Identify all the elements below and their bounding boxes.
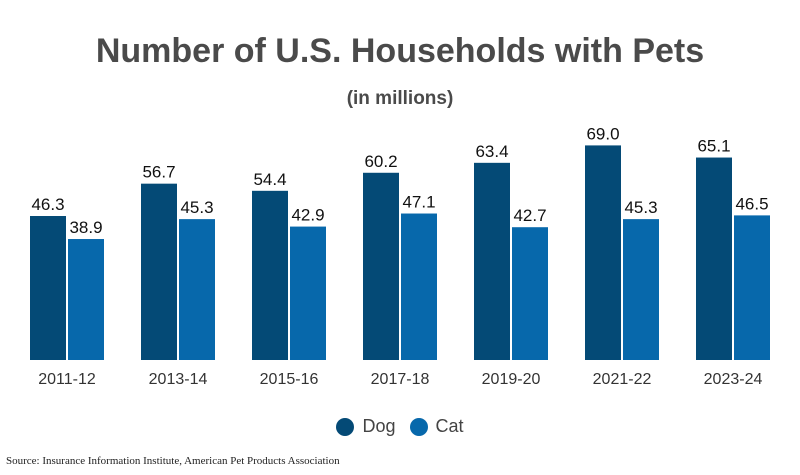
bar-cat [401, 213, 437, 360]
legend-swatch-cat [409, 417, 428, 436]
x-tick-label: 2015-16 [260, 371, 319, 388]
bar-dog [141, 183, 177, 360]
x-tick-label: 2019-20 [482, 371, 541, 388]
data-label: 42.7 [513, 206, 546, 225]
bar-dog [363, 172, 399, 360]
bar-cat [734, 215, 770, 360]
data-label: 54.4 [253, 170, 286, 189]
chart-subtitle: (in millions) [346, 88, 454, 109]
bar-dog [474, 162, 510, 360]
bar-dog [585, 145, 621, 360]
x-tick-label: 2021-22 [593, 371, 652, 388]
bar-dog [30, 216, 66, 360]
bar-cat [290, 226, 326, 360]
data-label: 56.7 [142, 163, 175, 182]
bar-cat [179, 219, 215, 360]
legend-label-cat: Cat [435, 416, 464, 436]
bar-dog [252, 190, 288, 360]
data-label: 47.1 [402, 193, 435, 212]
chart-title: Number of U.S. Households with Pets [95, 32, 705, 70]
data-label: 46.5 [735, 194, 768, 213]
legend-item-dog[interactable]: Dog [336, 416, 396, 437]
bar-cat [512, 227, 548, 360]
data-label: 45.3 [180, 198, 213, 217]
data-label: 60.2 [364, 152, 397, 171]
legend-label-dog: Dog [362, 416, 396, 436]
data-label: 38.9 [69, 218, 102, 237]
x-tick-label: 2013-14 [149, 371, 208, 388]
data-label: 45.3 [624, 198, 657, 217]
bar-cat [68, 239, 104, 360]
bar-chart: 46.3 38.9 2011-12 56.7 45.3 2013-14 54.4 42.9 20… [30, 124, 770, 388]
source-note: Source: Insurance Information Institute,… [6, 455, 340, 467]
legend-item-cat[interactable]: Cat [409, 416, 464, 437]
legend-swatch-dog [336, 417, 355, 436]
x-tick-label: 2011-12 [38, 371, 96, 388]
data-label: 46.3 [31, 195, 64, 214]
bar-cat [623, 219, 659, 360]
x-tick-label: 2023-24 [704, 371, 763, 388]
data-label: 69.0 [586, 124, 619, 143]
data-label: 42.9 [291, 206, 324, 225]
x-tick-label: 2017-18 [371, 371, 430, 388]
data-label: 63.4 [475, 142, 508, 161]
legend: Dog Cat [0, 416, 800, 437]
data-label: 65.1 [697, 137, 730, 156]
bar-dog [696, 157, 732, 360]
